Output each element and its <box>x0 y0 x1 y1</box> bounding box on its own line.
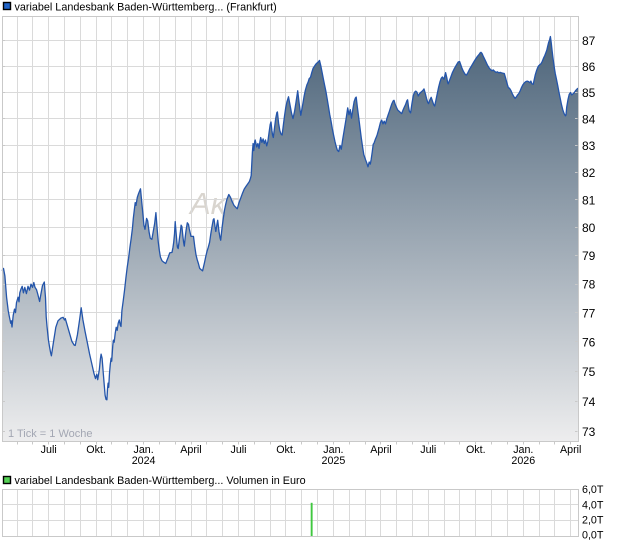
svg-text:87: 87 <box>582 34 596 48</box>
svg-text:85: 85 <box>582 86 596 100</box>
svg-text:Juli: Juli <box>230 444 246 456</box>
svg-text:76: 76 <box>582 335 596 349</box>
svg-text:Jan.: Jan. <box>323 444 343 456</box>
svg-text:4,0T: 4,0T <box>582 499 604 511</box>
svg-text:73: 73 <box>582 425 596 439</box>
svg-text:2026: 2026 <box>511 455 535 467</box>
svg-text:Jan.: Jan. <box>513 444 533 456</box>
svg-text:75: 75 <box>582 365 596 379</box>
svg-text:April: April <box>370 444 391 456</box>
svg-text:83: 83 <box>582 139 596 153</box>
svg-text:0,0T: 0,0T <box>582 530 604 542</box>
svg-text:82: 82 <box>582 166 596 180</box>
svg-text:6,0T: 6,0T <box>582 484 604 496</box>
svg-text:Jan.: Jan. <box>133 444 153 456</box>
svg-text:Juli: Juli <box>420 444 436 456</box>
svg-text:variabel Landesbank Baden-Würt: variabel Landesbank Baden-Württemberg...… <box>15 475 306 487</box>
svg-text:2,0T: 2,0T <box>582 515 604 527</box>
svg-text:Okt.: Okt. <box>276 444 296 456</box>
svg-text:86: 86 <box>582 60 596 74</box>
svg-text:variabel Landesbank Baden-Würt: variabel Landesbank Baden-Württemberg...… <box>15 2 277 14</box>
svg-text:2025: 2025 <box>322 455 346 467</box>
svg-text:74: 74 <box>582 395 596 409</box>
svg-text:Okt.: Okt. <box>466 444 486 456</box>
svg-text:Juli: Juli <box>41 444 57 456</box>
svg-text:84: 84 <box>582 112 596 126</box>
svg-text:78: 78 <box>582 278 596 292</box>
svg-text:79: 79 <box>582 249 596 263</box>
svg-text:81: 81 <box>582 193 596 207</box>
svg-text:1 Tick = 1 Woche: 1 Tick = 1 Woche <box>8 428 92 440</box>
svg-text:80: 80 <box>582 221 596 235</box>
svg-text:77: 77 <box>582 306 596 320</box>
svg-text:Okt.: Okt. <box>86 444 106 456</box>
svg-text:April: April <box>560 444 581 456</box>
svg-text:2024: 2024 <box>132 455 156 467</box>
svg-text:April: April <box>180 444 201 456</box>
